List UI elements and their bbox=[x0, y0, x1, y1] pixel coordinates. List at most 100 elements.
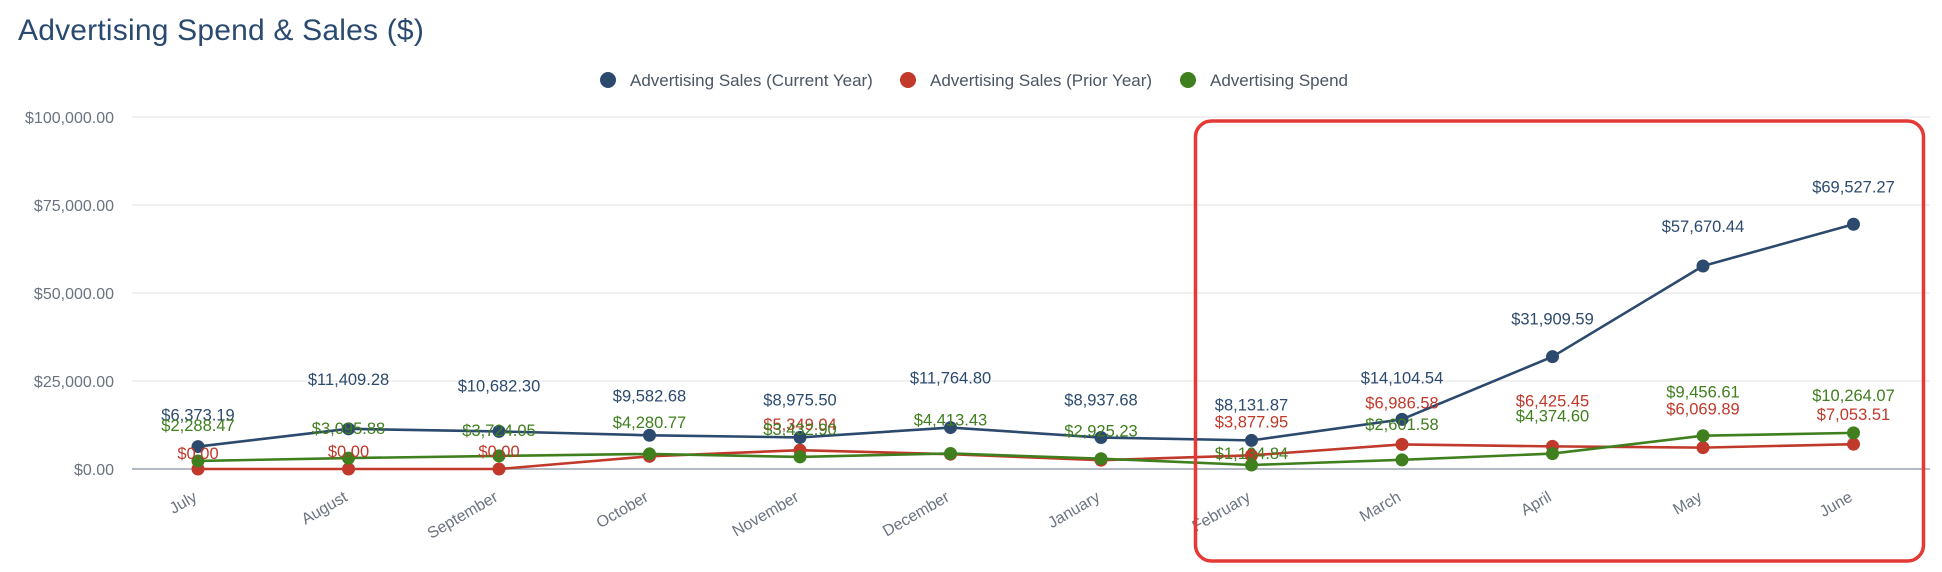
data-label: $10,264.07 bbox=[1812, 387, 1895, 405]
data-point[interactable] bbox=[793, 430, 807, 444]
legend-label: Advertising Spend bbox=[1210, 71, 1348, 90]
x-tick-label: July bbox=[167, 489, 200, 518]
data-label: $2,925.23 bbox=[1064, 423, 1137, 441]
data-point[interactable] bbox=[1395, 412, 1409, 426]
data-label: $4,413.43 bbox=[914, 411, 987, 429]
data-label: $8,131.87 bbox=[1215, 396, 1288, 414]
series-line bbox=[197, 431, 1854, 467]
data-label: $69,527.27 bbox=[1812, 178, 1895, 196]
data-point[interactable] bbox=[342, 451, 355, 465]
x-tick-label: December bbox=[880, 488, 953, 540]
data-point[interactable] bbox=[1847, 437, 1860, 451]
data-label: $0.00 bbox=[328, 443, 369, 461]
data-point[interactable] bbox=[1546, 350, 1559, 364]
data-point[interactable] bbox=[643, 447, 656, 461]
data-point[interactable] bbox=[1245, 458, 1258, 472]
data-label: $4,280.77 bbox=[613, 414, 686, 432]
data-point[interactable] bbox=[1395, 437, 1409, 451]
x-tick-label: November bbox=[730, 488, 803, 540]
data-point[interactable] bbox=[342, 422, 355, 436]
data-label: $11,764.80 bbox=[910, 370, 991, 388]
data-label: $31,909.59 bbox=[1511, 311, 1594, 329]
data-label: $9,456.61 bbox=[1666, 384, 1739, 402]
data-label: $8,937.68 bbox=[1064, 392, 1137, 410]
data-label: $6,373.19 bbox=[161, 407, 234, 425]
data-point[interactable] bbox=[1847, 426, 1860, 440]
data-label: $3,877.95 bbox=[1215, 413, 1288, 431]
x-tick-label: August bbox=[299, 488, 351, 528]
legend-label: Advertising Sales (Current Year) bbox=[630, 71, 873, 90]
data-label: $3,432.90 bbox=[763, 421, 836, 439]
data-label: $5,349.04 bbox=[763, 416, 836, 434]
data-point[interactable] bbox=[342, 462, 355, 476]
x-tick-label: February bbox=[1190, 489, 1254, 536]
data-label: $2,288.47 bbox=[161, 417, 234, 435]
x-tick-label: January bbox=[1045, 489, 1103, 532]
x-tick-label: March bbox=[1357, 489, 1404, 526]
data-point[interactable] bbox=[191, 454, 205, 468]
legend-item[interactable]: Advertising Sales (Current Year) bbox=[600, 71, 873, 90]
data-point[interactable] bbox=[643, 428, 656, 442]
data-point[interactable] bbox=[1696, 441, 1710, 455]
chart-title: Advertising Spend & Sales ($) bbox=[18, 14, 425, 47]
data-label: $6,986.58 bbox=[1365, 394, 1438, 412]
data-point[interactable] bbox=[944, 446, 957, 460]
data-label: $7,053.51 bbox=[1817, 406, 1890, 424]
data-label: $3,724.05 bbox=[462, 422, 535, 440]
data-label: $9,582.68 bbox=[613, 387, 686, 405]
legend-item[interactable]: Advertising Spend bbox=[1180, 71, 1348, 90]
legend[interactable]: Advertising Sales (Current Year) Advertis… bbox=[600, 71, 1348, 90]
data-point[interactable] bbox=[1094, 452, 1108, 466]
data-point[interactable] bbox=[944, 421, 957, 435]
data-label: $4,374.60 bbox=[1516, 408, 1589, 426]
legend-marker bbox=[600, 72, 616, 88]
legend-marker bbox=[900, 72, 916, 88]
data-point[interactable] bbox=[492, 449, 506, 463]
data-point[interactable] bbox=[1847, 217, 1860, 231]
data-label: $11,409.28 bbox=[308, 371, 389, 389]
x-axis-ticks: July August September October November Decemb… bbox=[167, 488, 1856, 542]
data-point[interactable] bbox=[793, 450, 807, 464]
y-tick-label: $75,000.00 bbox=[34, 198, 114, 215]
x-tick-label: June bbox=[1817, 489, 1856, 521]
legend-label: Advertising Sales (Prior Year) bbox=[930, 71, 1152, 90]
series-line bbox=[197, 223, 1854, 448]
data-label: $0.00 bbox=[177, 445, 218, 463]
data-point[interactable] bbox=[1696, 259, 1710, 273]
legend-item[interactable]: Advertising Sales (Prior Year) bbox=[900, 71, 1152, 90]
y-axis-ticks: $0.00 $25,000.00 $50,000.00 $75,000.00 $100,… bbox=[25, 110, 114, 479]
x-tick-label: October bbox=[594, 488, 652, 532]
data-labels: $6,373.19 $11,409.28 $10,682.30 $9,582.68 $8… bbox=[161, 178, 1895, 463]
y-tick-label: $50,000.00 bbox=[34, 286, 114, 303]
series-lines bbox=[191, 217, 1860, 476]
data-label: $8,975.50 bbox=[763, 391, 836, 409]
data-point[interactable] bbox=[1546, 447, 1559, 461]
data-label: $57,670.44 bbox=[1662, 218, 1745, 236]
data-label: $3,095.88 bbox=[312, 420, 385, 438]
data-label: $0.00 bbox=[478, 443, 519, 461]
data-point[interactable] bbox=[492, 424, 506, 438]
data-point[interactable] bbox=[492, 462, 506, 476]
data-label: $10,682.30 bbox=[458, 377, 541, 395]
data-point[interactable] bbox=[1094, 431, 1108, 445]
x-tick-label: September bbox=[425, 488, 502, 542]
data-label: $14,104.54 bbox=[1361, 369, 1444, 387]
y-tick-label: $25,000.00 bbox=[34, 374, 114, 391]
data-label: $1,134.84 bbox=[1215, 445, 1288, 463]
data-point[interactable] bbox=[1245, 448, 1258, 462]
x-tick-label: May bbox=[1670, 489, 1705, 519]
data-point[interactable] bbox=[1245, 433, 1258, 447]
x-tick-label: April bbox=[1518, 489, 1554, 520]
data-point[interactable] bbox=[191, 440, 205, 454]
data-point[interactable] bbox=[1395, 453, 1409, 467]
data-label: $2,601.58 bbox=[1365, 416, 1438, 434]
legend-marker bbox=[1180, 72, 1196, 88]
data-label: $6,425.45 bbox=[1516, 392, 1589, 410]
y-tick-label: $100,000.00 bbox=[25, 110, 114, 127]
highlight-box bbox=[1193, 119, 1926, 563]
y-tick-label: $0.00 bbox=[74, 462, 114, 479]
highlight-annotation bbox=[1193, 119, 1926, 563]
data-point[interactable] bbox=[1696, 429, 1710, 443]
